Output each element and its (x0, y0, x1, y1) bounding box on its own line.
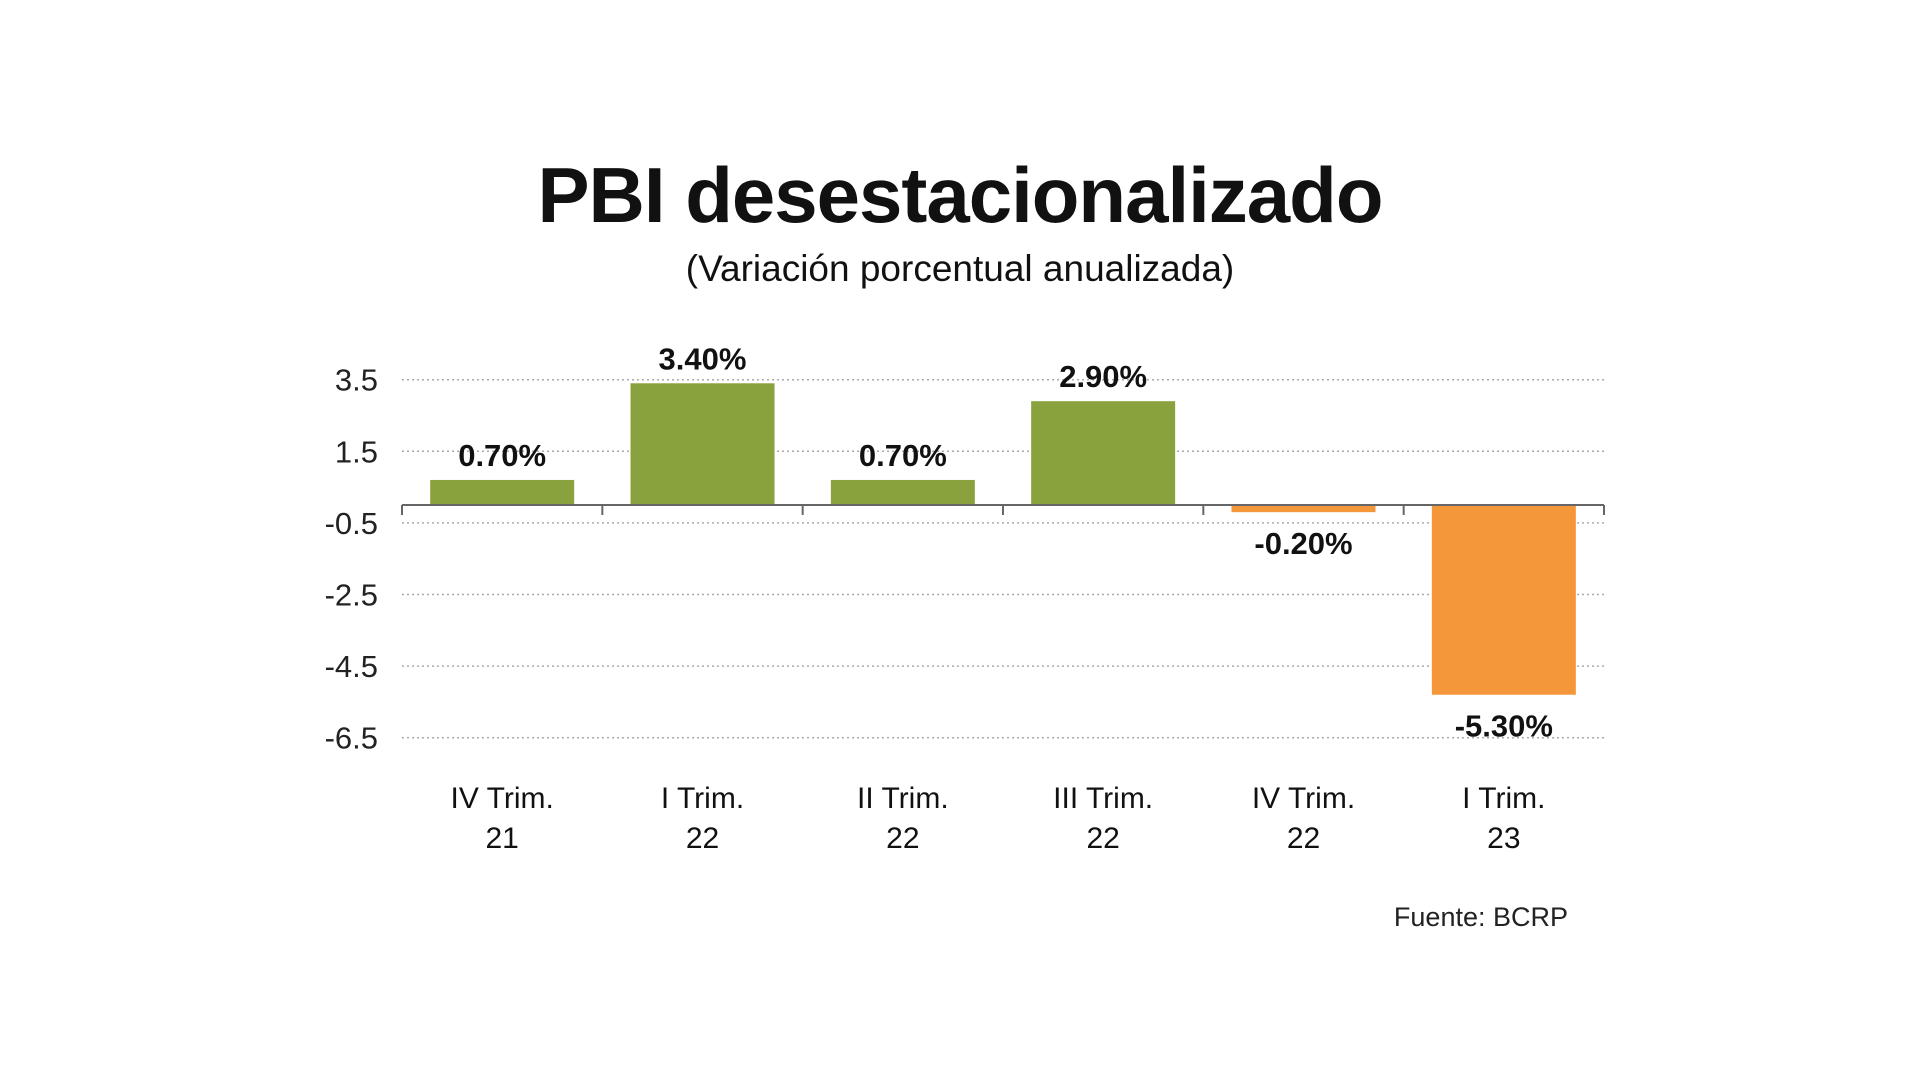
source-note: Fuente: BCRP (1393, 902, 1568, 932)
bar (630, 383, 775, 505)
x-tick-label: III Trim. (1053, 782, 1153, 815)
x-tick-label: I Trim. (1462, 782, 1545, 815)
x-tick-label: I Trim. (661, 782, 744, 815)
y-tick-label: -4.5 (325, 649, 378, 684)
x-tick-label: 22 (1086, 822, 1119, 855)
x-tick-label: IV Trim. (1252, 782, 1355, 815)
data-label: 3.40% (659, 341, 747, 376)
data-label: -5.30% (1455, 709, 1553, 744)
x-tick-label: 22 (686, 822, 719, 855)
y-tick-label: -6.5 (325, 721, 378, 756)
x-tick-label: 23 (1487, 822, 1520, 855)
bar (830, 479, 975, 505)
bar (1231, 505, 1376, 513)
data-label: 0.70% (458, 438, 546, 473)
chart-subtitle: (Variación porcentual anualizada) (685, 248, 1235, 289)
data-label: 0.70% (859, 438, 947, 473)
y-tick-label: -0.5 (325, 506, 378, 541)
y-tick-label: 3.5 (335, 363, 378, 398)
x-tick-label: 22 (1287, 822, 1320, 855)
x-tick-label: 22 (886, 822, 919, 855)
y-tick-label: -2.5 (325, 578, 378, 613)
bar (1431, 505, 1576, 695)
y-tick-label: 1.5 (335, 434, 378, 469)
chart-title: PBI desestacionalizado (537, 151, 1384, 239)
x-tick-label: II Trim. (857, 782, 949, 815)
data-label: 2.90% (1059, 359, 1147, 394)
bar (430, 479, 575, 505)
x-tick-label: 21 (485, 822, 518, 855)
bar (1031, 401, 1176, 505)
data-label: -0.20% (1254, 526, 1352, 561)
x-tick-label: IV Trim. (450, 782, 553, 815)
